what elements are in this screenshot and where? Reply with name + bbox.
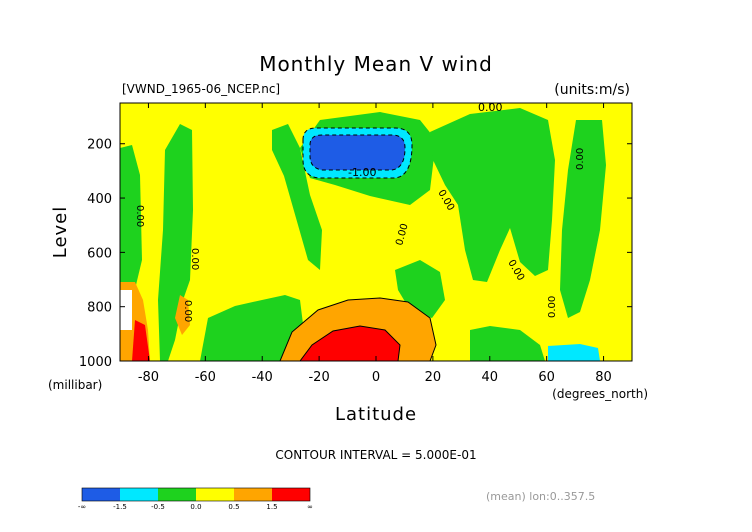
chart-title: Monthly Mean V wind <box>259 52 493 76</box>
negative-region-60s <box>158 124 193 361</box>
contour-line-plus-1-5 <box>299 325 401 361</box>
y-axis-label: Level <box>50 206 71 259</box>
positive-region-65s <box>175 295 190 335</box>
file-label: [VWND_1965-06_NCEP.nc] <box>122 82 280 96</box>
colorbar: -∞ -1.5 -0.5 0.0 0.5 1.5 ∞ <box>78 487 313 511</box>
positive-core-inner <box>300 326 400 361</box>
contour-label-minus-one: -1.00 <box>348 166 376 179</box>
positive-core-antarctic <box>132 320 150 361</box>
contour-line-minus-1-5 <box>309 134 406 171</box>
contour-label-zero-70n: 0.00 <box>575 148 586 170</box>
colorbar-tick-label: ∞ <box>307 503 313 511</box>
colorbar-frame <box>81 487 311 502</box>
x-axis-ticks: -80 -60 -40 -20 0 20 40 60 80 <box>138 103 612 385</box>
y-tick-label: 400 <box>87 192 112 207</box>
colorbar-bin <box>158 488 196 501</box>
contour-fill-area <box>120 103 632 361</box>
colorbar-tick-label: -∞ <box>78 503 86 511</box>
colorbar-tick-label: -1.5 <box>113 503 127 511</box>
colorbar-bin <box>272 488 310 501</box>
units-label: (units:m/s) <box>554 82 630 98</box>
y-tick-label: 800 <box>87 301 112 316</box>
negative-region-north-midlatitude <box>430 108 555 282</box>
x-tick-label: 0 <box>372 370 380 385</box>
x-tick-label: -60 <box>195 370 216 385</box>
contour-label-zero-85s: 0.00 <box>134 205 145 227</box>
colorbar-tick-label: 1.5 <box>266 503 277 511</box>
x-axis-label: Latitude <box>335 404 417 425</box>
contour-label-zero-63n: 0.00 <box>547 296 558 318</box>
y-tick-label: 1000 <box>79 355 112 370</box>
negative-region-polar <box>560 120 606 318</box>
colorbar-bin <box>82 488 120 501</box>
x-tick-label: 20 <box>425 370 442 385</box>
missing-data-patch <box>120 290 132 330</box>
x-tick-label: -80 <box>138 370 159 385</box>
negative-region-south-edge <box>120 145 142 288</box>
colorbar-bin <box>120 488 158 501</box>
y-axis-units: (millibar) <box>48 378 102 392</box>
contour-line-minus-1 <box>302 127 413 179</box>
x-tick-label: 80 <box>595 370 612 385</box>
y-tick-label: 600 <box>87 246 112 261</box>
x-tick-label: -40 <box>252 370 273 385</box>
colorbar-tick-label: 0.5 <box>228 503 239 511</box>
colorbar-tick-label: 0.0 <box>190 503 201 511</box>
contour-label-zero-68s: 0.00 <box>182 300 193 322</box>
x-tick-label: 40 <box>482 370 499 385</box>
negative-region-north-surface-light <box>548 344 600 361</box>
colorbar-tick-label: -0.5 <box>151 503 165 511</box>
contour-interval-note: CONTOUR INTERVAL = 5.000E-01 <box>275 448 476 462</box>
footer-note: (mean) lon:0..357.5 <box>486 490 595 503</box>
x-axis-units: (degrees_north) <box>552 387 648 401</box>
negative-region-north-surface <box>470 326 545 361</box>
x-tick-label: -20 <box>308 370 329 385</box>
colorbar-bin <box>196 488 234 501</box>
negative-region-low-midlatitude <box>200 295 305 361</box>
colorbar-bin <box>234 488 272 501</box>
y-tick-label: 200 <box>87 138 112 153</box>
x-tick-label: 60 <box>538 370 555 385</box>
negative-core-inner <box>310 135 405 170</box>
contour-line-plus-0-5 <box>279 297 437 361</box>
negative-region-upper-20s <box>272 124 322 270</box>
contour-label-zero-65s: 0.00 <box>189 248 200 270</box>
y-axis-ticks: 200 400 600 800 1000 <box>79 138 632 370</box>
